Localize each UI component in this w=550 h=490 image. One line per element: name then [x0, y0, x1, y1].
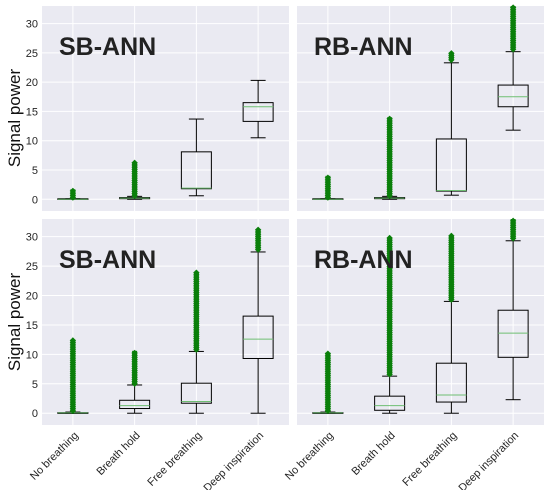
outliers: [509, 4, 517, 53]
y-axis-label-bottom: Signal power: [5, 273, 24, 372]
y-tick-label: 25: [26, 261, 38, 273]
x-category-label: Breath hold: [94, 430, 142, 478]
box-body: [180, 151, 212, 190]
panel-title: SB-ANN: [59, 246, 156, 274]
x-category-label: Deep inspiration: [457, 430, 522, 490]
outlier-point: [131, 159, 138, 166]
y-tick-label: 0: [32, 408, 38, 420]
ylabel-bottom-group: Signal power: [5, 273, 24, 372]
y-tick-label: 30: [26, 232, 38, 244]
outlier-point: [254, 226, 262, 234]
panel-1: 0 5 10 15 20 25 30 SB-ANN: [26, 6, 289, 211]
panel-title: RB-ANN: [314, 246, 413, 274]
outlier-point: [69, 187, 77, 195]
outliers: [386, 234, 393, 378]
box-no-breathing: [57, 337, 89, 415]
outliers: [69, 337, 77, 415]
x-category-label: Deep inspiration: [202, 430, 267, 490]
outliers: [324, 350, 332, 415]
box-breath-hold: [119, 349, 151, 414]
box-free-breathing: [180, 269, 212, 414]
box-deep-inspiration: [497, 4, 529, 131]
outlier-point: [448, 232, 455, 240]
box-no-breathing: [312, 350, 344, 415]
panels: 0 5 10 15 20 25 30 SB-ANN RB-ANN 0 5 10 15 20 25 30 SB-A…: [26, 4, 544, 490]
y-tick-label: 5: [32, 165, 38, 177]
y-tick-label: 10: [26, 136, 38, 148]
box-body: [242, 102, 274, 122]
panel-background: [297, 6, 544, 211]
y-tick-label: 15: [26, 106, 38, 118]
box-deep-inspiration: [242, 226, 274, 414]
panel-background: [42, 6, 289, 211]
box-breath-hold: [374, 234, 406, 414]
panel-4: RB-ANN No breathing Breath hold Free breath…: [283, 217, 544, 490]
panel-3: 0 5 10 15 20 25 30 SB-ANN No breathing Breath hol…: [26, 219, 289, 490]
box-body: [119, 399, 151, 410]
outlier-point: [448, 50, 455, 57]
outlier-point: [386, 234, 393, 242]
outlier-point: [386, 115, 393, 122]
box-breath-hold: [119, 159, 151, 200]
outlier-point: [509, 4, 517, 11]
box-no-breathing: [57, 187, 89, 201]
box-deep-inspiration: [497, 217, 529, 401]
panel-background: [42, 219, 289, 425]
outlier-point: [131, 349, 138, 357]
panel-title: SB-ANN: [59, 33, 156, 61]
outliers: [386, 115, 393, 199]
outliers: [131, 159, 138, 199]
y-tick-label: 15: [26, 320, 38, 332]
x-category-label: No breathing: [283, 430, 336, 483]
outliers: [448, 232, 455, 303]
box-body: [180, 382, 212, 404]
y-axis-label-top: Signal power: [5, 69, 24, 168]
box-body: [497, 84, 529, 108]
box-free-breathing: [180, 118, 212, 197]
outlier-point: [509, 217, 517, 225]
outliers: [324, 174, 332, 201]
x-category-label: Breath hold: [349, 430, 397, 478]
outlier-point: [69, 337, 77, 344]
outlier-point: [324, 174, 332, 181]
panel-2: RB-ANN: [297, 4, 544, 211]
box-free-breathing: [435, 232, 467, 414]
outlier-point: [193, 269, 200, 276]
outliers: [193, 269, 200, 353]
box-no-breathing: [312, 174, 344, 201]
y-tick-label: 20: [26, 77, 38, 89]
box-body: [435, 138, 467, 192]
box-body: [497, 309, 529, 358]
outliers: [131, 349, 138, 387]
y-tick-label: 5: [32, 379, 38, 391]
y-tick-label: 0: [32, 194, 38, 206]
x-category-label: No breathing: [28, 430, 81, 483]
outlier-point: [324, 350, 332, 357]
ylabel-top-group: Signal power: [5, 69, 24, 168]
outliers: [69, 187, 77, 201]
outliers: [509, 217, 517, 242]
box-body: [242, 315, 274, 359]
y-tick-label: 25: [26, 48, 38, 60]
box-body: [374, 395, 406, 411]
y-tick-label: 20: [26, 291, 38, 303]
y-tick-label: 30: [26, 19, 38, 31]
outliers: [254, 226, 262, 253]
box-body: [435, 362, 467, 403]
box-free-breathing: [435, 50, 467, 196]
panel-title: RB-ANN: [314, 33, 413, 61]
y-tick-label: 10: [26, 349, 38, 361]
outliers: [448, 50, 455, 64]
box-breath-hold: [374, 115, 406, 200]
x-category-label: Free breathing: [145, 430, 204, 489]
x-category-label: Free breathing: [400, 430, 459, 489]
box-deep-inspiration: [242, 79, 274, 139]
panel-background: [297, 219, 544, 425]
